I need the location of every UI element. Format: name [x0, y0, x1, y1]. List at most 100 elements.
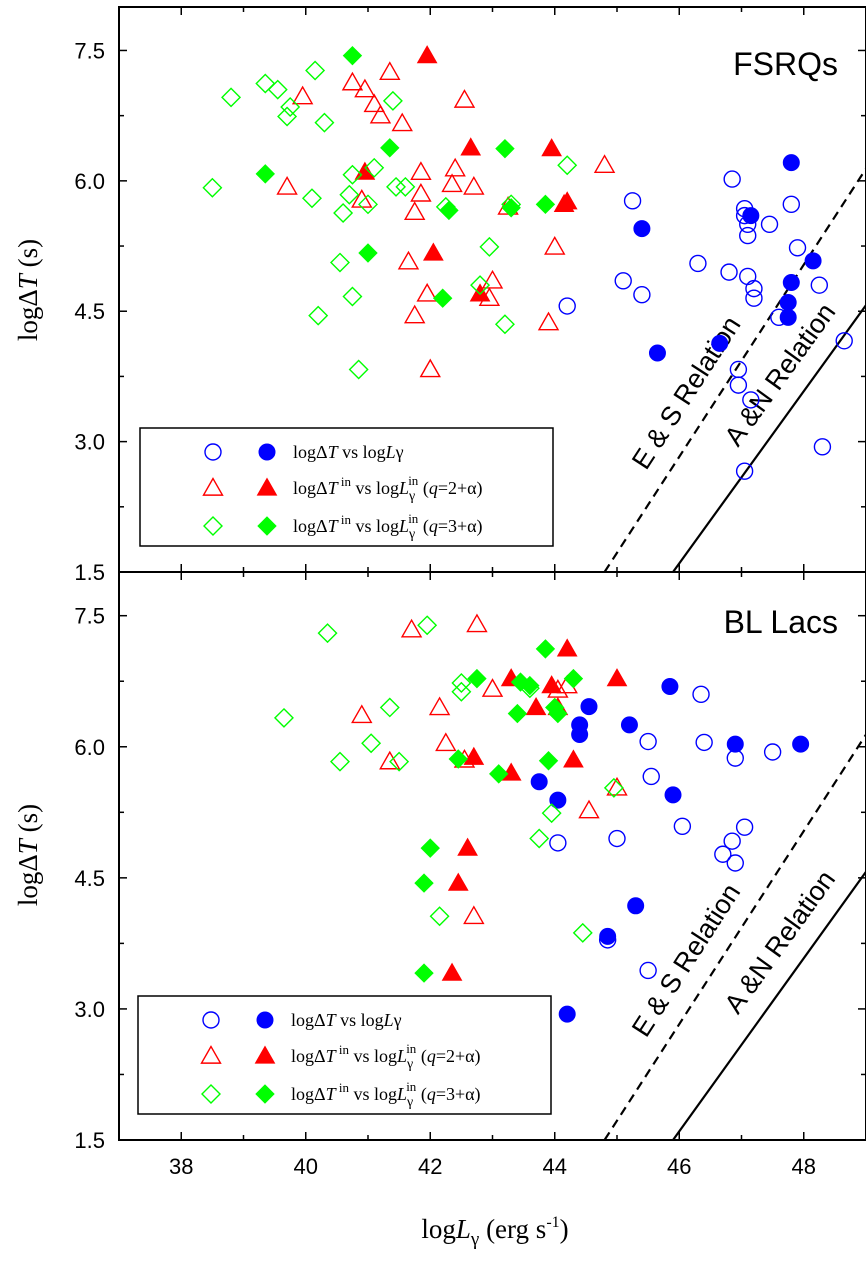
panel-bllacs-series-0-point-3: [639, 732, 657, 751]
panel-bllacs-series-4-point-11: [529, 828, 550, 849]
panel-fsrqs-series-2-point-21: [481, 269, 504, 289]
panel-bllacs-series-2-point-8: [481, 678, 504, 697]
panel-fsrqs-series-2-point-8: [391, 112, 413, 132]
panel-bllacs-series-5-point-13: [563, 668, 584, 689]
panel-bllacs-series-0-point-8: [695, 733, 713, 752]
panel-fsrqs-legend-label-0: logΔT vs logLγ: [293, 442, 404, 462]
panel-fsrqs-series-2-point-17: [444, 157, 466, 177]
panel-fsrqs-series-3-point-4: [469, 283, 491, 302]
panel-bllacs-series-4-point-5: [389, 751, 410, 772]
panel-bllacs-legend-filled-circle: [256, 1011, 274, 1029]
panel-fsrqs-series-0-point-24: [835, 332, 853, 350]
panel-fsrqs-legend-filled-diamond: [257, 516, 277, 536]
panel-fsrqs-series-2-point-18: [453, 89, 476, 108]
panel-fsrqs-series-5-point-2: [358, 243, 378, 263]
panel-bllacs-relation-label-0: E & S Relation: [626, 878, 746, 1042]
panel-fsrqs-series-4-point-2: [255, 73, 276, 94]
panel-fsrqs-series-1-point-0: [633, 220, 651, 238]
panel-fsrqs-series-4-point-23: [479, 236, 500, 257]
panel-bllacs-series-5-point-10: [538, 751, 559, 771]
panel-fsrqs-series-2-point-23: [537, 311, 560, 331]
panel-bllacs-series-5-point-6: [507, 703, 528, 724]
panel-fsrqs-series-2-point-24: [544, 235, 566, 255]
panel-bllacs-series-4-point-4: [379, 697, 400, 718]
panel-bllacs-series-3-point-11: [606, 668, 628, 687]
panel-bllacs-series-2-point-0: [351, 704, 373, 724]
panel-fsrqs-legend-filled-triangle: [256, 477, 278, 496]
panel-fsrqs-relation-line-0: [603, 168, 866, 572]
panel-bllacs-series-5-point-3: [448, 749, 468, 769]
panel-bllacs-series-2-point-11: [578, 799, 600, 819]
panel-fsrqs-relation-label-1: A &N Relation: [719, 298, 842, 452]
panel-fsrqs-relation-line-1: [672, 304, 866, 572]
panel-bllacs-series-0-point-0: [549, 834, 567, 852]
panel-bllacs-series-4-point-9: [451, 672, 472, 693]
panel-fsrqs-y-tick-label: 3.0: [74, 430, 105, 455]
panel-fsrqs-series-4-point-17: [364, 157, 385, 178]
panel-bllacs-series-0-point-4: [639, 961, 657, 980]
panel-fsrqs-series-5-point-6: [495, 138, 515, 159]
panel-bllacs-series-3-point-2: [457, 837, 478, 856]
panel-fsrqs-series-2-point-25: [593, 154, 616, 174]
panel-fsrqs-series-0-point-4: [689, 254, 707, 273]
panel-fsrqs-series-4-point-5: [280, 96, 301, 117]
panel-fsrqs-series-0-point-2: [623, 192, 642, 210]
panel-fsrqs-series-0-point-1: [614, 272, 632, 290]
panel-bllacs-series-1-point-12: [792, 735, 810, 753]
panel-bllacs-y-tick-label: 1.5: [74, 1128, 105, 1153]
panel-bllacs-series-1-point-1: [549, 791, 567, 809]
panel-fsrqs-series-2-point-15: [419, 358, 441, 378]
y-axis-title-bottom: logΔT (s): [13, 804, 43, 906]
panel-fsrqs-series-2-point-11: [403, 201, 426, 220]
panel-fsrqs-series-4-point-22: [470, 275, 491, 296]
panel-fsrqs-series-1-point-3: [742, 207, 760, 225]
panel-fsrqs-y-tick-label: 1.5: [74, 560, 105, 585]
panel-bllacs-series-2-point-4: [435, 732, 457, 752]
panel-fsrqs-series-1-point-1: [648, 344, 666, 362]
panel-fsrqs-series-4-point-14: [342, 286, 363, 307]
panel-fsrqs-series-1-point-8: [804, 252, 822, 270]
panel-bllacs-series-2-point-7: [466, 613, 488, 633]
panel-fsrqs-series-2-point-6: [369, 104, 392, 124]
panel-fsrqs-series-4-point-13: [342, 164, 363, 185]
panel-bllacs-series-5-point-1: [414, 873, 434, 893]
panel-fsrqs-series-4-point-0: [202, 177, 223, 198]
panel-fsrqs-series-0-point-23: [813, 438, 832, 456]
panel-bllacs-legend-label-0: logΔT vs logLγ: [291, 1010, 402, 1030]
panel-fsrqs-series-1-point-2: [711, 334, 729, 352]
panel-bllacs-legend-filled-triangle: [254, 1045, 276, 1064]
panel-fsrqs-series-4-point-11: [333, 203, 354, 223]
panel-fsrqs-series-0-point-18: [760, 215, 779, 234]
panel-bllacs-legend-open-circle: [202, 1011, 220, 1029]
panel-bllacs-series-1-point-4: [571, 716, 589, 734]
panel-fsrqs-series-0-point-12: [739, 226, 757, 245]
panel-fsrqs-y-tick-label: 4.5: [74, 299, 105, 324]
panel-fsrqs-series-5-point-8: [535, 194, 556, 215]
panel-bllacs-series-0-point-10: [723, 832, 741, 850]
panel-bllacs-legend-filled-diamond: [255, 1084, 275, 1104]
panel-bllacs-series-2-point-3: [428, 696, 451, 716]
panel-fsrqs-title: FSRQs: [733, 46, 838, 82]
panel-bllacs-series-0-point-13: [735, 818, 754, 836]
panel-bllacs-y-tick-label: 6.0: [74, 735, 105, 760]
panel-bllacs-series-5-point-2: [420, 838, 440, 858]
panel-fsrqs-series-5-point-0: [255, 164, 275, 184]
panel-fsrqs-series-0-point-6: [723, 170, 741, 188]
panel-bllacs-y-tick-label: 7.5: [74, 604, 105, 629]
panel-bllacs-axes: 1.5 3.0 4.5 6.0 7.5 38 40 42 44 46 48: [74, 571, 866, 1179]
x-tick-label: 40: [294, 1154, 318, 1179]
panel-fsrqs-series-0-point-9: [735, 462, 754, 480]
panel-fsrqs-series-5-point-4: [432, 288, 453, 308]
panel-fsrqs-series-0-point-5: [720, 263, 738, 281]
panel-fsrqs-series-3-point-7: [556, 191, 578, 210]
panel-bllacs-series-4-point-1: [317, 623, 338, 644]
panel-bllacs-series-3-point-1: [447, 872, 469, 891]
panel-bllacs-series-1-point-6: [599, 927, 617, 945]
panel-fsrqs-series-2-point-2: [341, 71, 364, 91]
panel-bllacs-y-tick-label: 3.0: [74, 997, 105, 1022]
x-tick-label: 38: [169, 1154, 193, 1179]
panel-fsrqs-series-0-point-22: [810, 276, 829, 294]
